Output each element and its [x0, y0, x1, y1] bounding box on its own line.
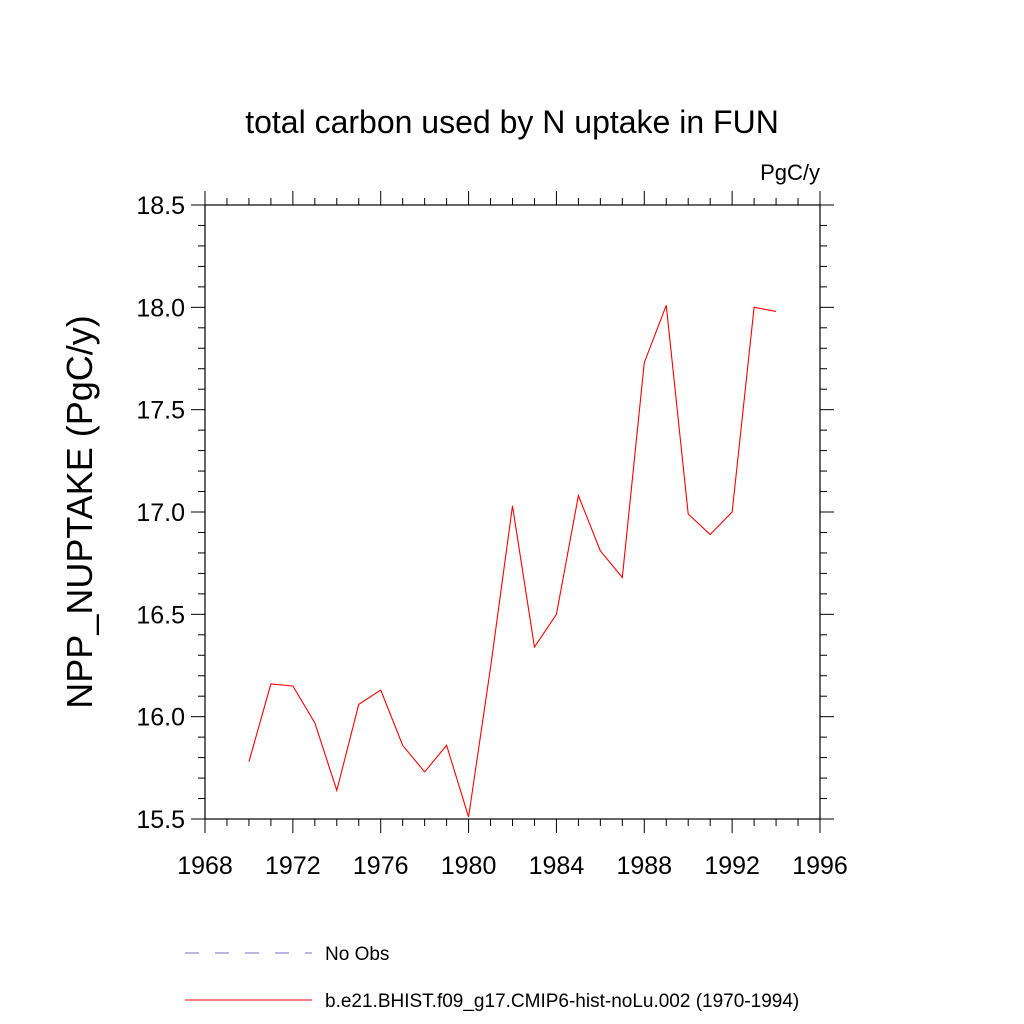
x-tick-label: 1984: [529, 852, 585, 880]
x-tick-label: 1972: [265, 852, 321, 880]
x-tick-label: 1988: [616, 852, 672, 880]
units-label: PgC/y: [760, 160, 820, 185]
data-series: [248, 305, 777, 818]
legend-label-0: No Obs: [325, 944, 389, 965]
legend: No Obs b.e21.BHIST.f09_g17.CMIP6-hist-noL…: [185, 944, 799, 1012]
y-tick-label: 17.5: [136, 397, 185, 425]
x-tick-label: 1992: [704, 852, 760, 880]
y-tick-label: 18.5: [136, 192, 185, 220]
x-tick-label: 1996: [792, 852, 848, 880]
x-tick-label: 1980: [441, 852, 497, 880]
legend-label-1: b.e21.BHIST.f09_g17.CMIP6-hist-noLu.002 …: [325, 991, 799, 1012]
x-tick-label: 1976: [353, 852, 409, 880]
y-tick-label: 17.0: [136, 499, 185, 527]
series-line-1: [248, 305, 777, 818]
y-tick-label: 16.0: [136, 704, 185, 732]
axes: 1968 1972 1976 1980 1984 1988 1992 1996 15.5 16.0…: [136, 191, 848, 880]
y-tick-label: 18.0: [136, 294, 185, 322]
y-tick-label: 16.5: [136, 601, 185, 629]
y-tick-label: 15.5: [136, 806, 185, 834]
x-tick-label: 1968: [177, 852, 233, 880]
chart-title: total carbon used by N uptake in FUN: [245, 104, 779, 140]
y-axis-label: NPP_NUPTAKE (PgC/y): [59, 315, 100, 708]
plot-frame: [204, 204, 821, 820]
